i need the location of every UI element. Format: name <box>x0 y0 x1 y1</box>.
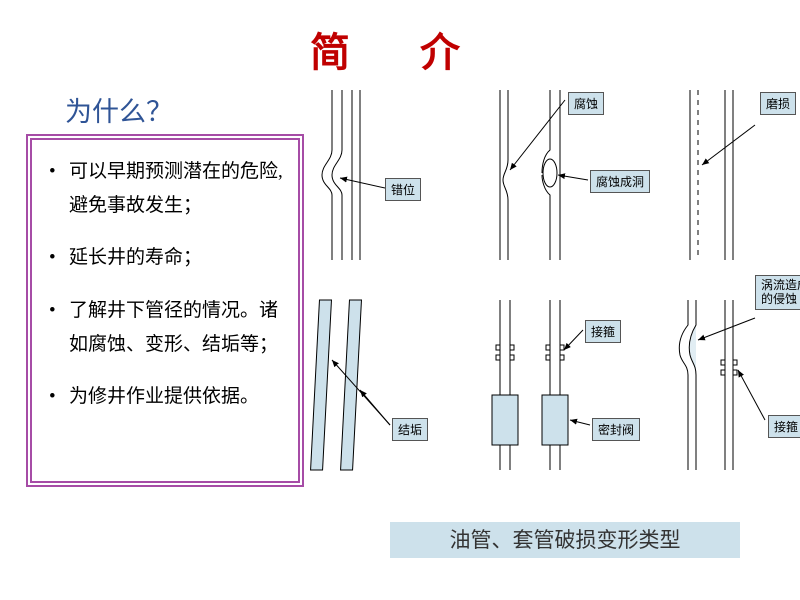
label-wear: 磨损 <box>760 92 796 115</box>
label-joint2: 接箍 <box>768 415 800 438</box>
bullet-box: 可以早期预测潜在的危险,避免事故发生； 延长井的寿命； 了解井下管径的情况。诸如… <box>30 138 300 483</box>
diagrams-svg <box>310 80 800 520</box>
slide: 简 介 为什么？ 可以早期预测潜在的危险,避免事故发生； 延长井的寿命； 了解井… <box>0 0 800 600</box>
page-title: 简 介 <box>0 20 800 78</box>
bullet-list: 可以早期预测潜在的危险,避免事故发生； 延长井的寿命； 了解井下管径的情况。诸如… <box>42 155 288 414</box>
bullet-item: 了解井下管径的情况。诸如腐蚀、变形、结垢等； <box>47 294 288 362</box>
bullet-item: 延长井的寿命； <box>47 241 288 275</box>
label-scale: 结垢 <box>392 418 428 441</box>
label-corrosion-hole: 腐蚀成洞 <box>590 170 650 193</box>
bullet-item: 为修井作业提供依据。 <box>47 380 288 414</box>
diagram-area: 错位 腐蚀 腐蚀成洞 磨损 结垢 接箍 密封阀 涡流造成 的侵蚀 接箍 <box>310 80 800 520</box>
label-misplace: 错位 <box>385 178 421 201</box>
bullet-item: 可以早期预测潜在的危险,避免事故发生； <box>47 155 288 223</box>
diagram-caption: 油管、套管破损变形类型 <box>390 522 740 558</box>
label-seal: 密封阀 <box>592 418 640 441</box>
section-subtitle: 为什么？ <box>65 90 173 129</box>
label-turbulence: 涡流造成 的侵蚀 <box>755 275 800 310</box>
label-joint: 接箍 <box>585 320 621 343</box>
label-corrosion: 腐蚀 <box>568 92 604 115</box>
